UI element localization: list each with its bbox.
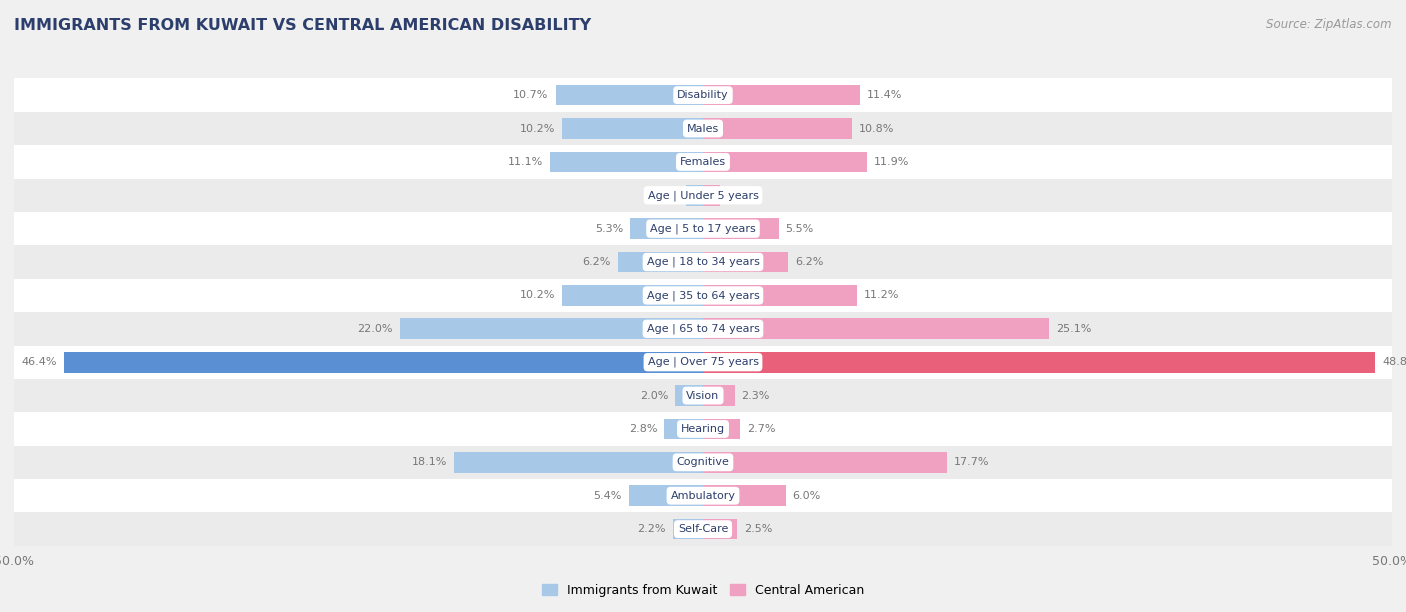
Text: Source: ZipAtlas.com: Source: ZipAtlas.com [1267, 18, 1392, 31]
Bar [675, 385, 703, 406]
Text: Age | 5 to 17 years: Age | 5 to 17 years [650, 223, 756, 234]
Bar [703, 318, 1049, 339]
Bar [617, 252, 703, 272]
Bar [703, 118, 852, 139]
Text: IMMIGRANTS FROM KUWAIT VS CENTRAL AMERICAN DISABILITY: IMMIGRANTS FROM KUWAIT VS CENTRAL AMERIC… [14, 18, 591, 34]
Text: 1.2%: 1.2% [727, 190, 755, 200]
Bar [672, 519, 703, 539]
Bar [14, 412, 1392, 446]
Text: 18.1%: 18.1% [412, 457, 447, 468]
Text: 2.5%: 2.5% [744, 524, 773, 534]
Bar [14, 312, 1392, 346]
Text: 5.5%: 5.5% [786, 223, 814, 234]
Bar [703, 419, 740, 439]
Bar [14, 145, 1392, 179]
Text: Age | 65 to 74 years: Age | 65 to 74 years [647, 324, 759, 334]
Bar [14, 212, 1392, 245]
Text: Females: Females [681, 157, 725, 167]
Bar [14, 245, 1392, 278]
Bar [14, 78, 1392, 112]
Bar [555, 85, 703, 105]
Bar [665, 419, 703, 439]
Text: 5.3%: 5.3% [595, 223, 623, 234]
Text: Self-Care: Self-Care [678, 524, 728, 534]
Text: 48.8%: 48.8% [1382, 357, 1406, 367]
Text: Age | Under 5 years: Age | Under 5 years [648, 190, 758, 201]
Text: 6.2%: 6.2% [796, 257, 824, 267]
Text: Age | 18 to 34 years: Age | 18 to 34 years [647, 257, 759, 267]
Text: Disability: Disability [678, 90, 728, 100]
Text: Ambulatory: Ambulatory [671, 491, 735, 501]
Text: Males: Males [688, 124, 718, 133]
Text: 22.0%: 22.0% [357, 324, 392, 334]
Text: 25.1%: 25.1% [1056, 324, 1091, 334]
Text: 6.2%: 6.2% [582, 257, 610, 267]
Bar [14, 379, 1392, 412]
Text: 6.0%: 6.0% [793, 491, 821, 501]
Bar [14, 112, 1392, 145]
Bar [14, 179, 1392, 212]
Text: 5.4%: 5.4% [593, 491, 621, 501]
Bar [14, 512, 1392, 546]
Text: 17.7%: 17.7% [953, 457, 990, 468]
Text: Cognitive: Cognitive [676, 457, 730, 468]
Text: 11.1%: 11.1% [508, 157, 543, 167]
Bar [703, 218, 779, 239]
Bar [399, 318, 703, 339]
Text: 11.4%: 11.4% [868, 90, 903, 100]
Bar [628, 485, 703, 506]
Bar [703, 85, 860, 105]
Text: 2.0%: 2.0% [640, 390, 669, 401]
Bar [562, 118, 703, 139]
Text: 2.3%: 2.3% [741, 390, 770, 401]
Bar [63, 352, 703, 373]
Text: Age | Over 75 years: Age | Over 75 years [648, 357, 758, 367]
Bar [703, 285, 858, 306]
Bar [703, 152, 868, 172]
Bar [630, 218, 703, 239]
Text: 46.4%: 46.4% [21, 357, 56, 367]
Bar [703, 519, 738, 539]
Text: 2.2%: 2.2% [637, 524, 666, 534]
Bar [562, 285, 703, 306]
Text: 1.2%: 1.2% [651, 190, 679, 200]
Bar [454, 452, 703, 472]
Bar [14, 446, 1392, 479]
Bar [14, 278, 1392, 312]
Bar [703, 352, 1375, 373]
Text: 10.8%: 10.8% [859, 124, 894, 133]
Bar [14, 346, 1392, 379]
Bar [14, 479, 1392, 512]
Bar [703, 185, 720, 206]
Text: 2.8%: 2.8% [628, 424, 658, 434]
Bar [550, 152, 703, 172]
Text: 10.7%: 10.7% [513, 90, 548, 100]
Bar [703, 252, 789, 272]
Bar [703, 385, 735, 406]
Text: 11.9%: 11.9% [875, 157, 910, 167]
Text: Age | 35 to 64 years: Age | 35 to 64 years [647, 290, 759, 300]
Bar [686, 185, 703, 206]
Text: 10.2%: 10.2% [520, 291, 555, 300]
Text: 2.7%: 2.7% [747, 424, 776, 434]
Text: 10.2%: 10.2% [520, 124, 555, 133]
Text: 11.2%: 11.2% [865, 291, 900, 300]
Text: Hearing: Hearing [681, 424, 725, 434]
Bar [703, 485, 786, 506]
Legend: Immigrants from Kuwait, Central American: Immigrants from Kuwait, Central American [537, 579, 869, 602]
Bar [703, 452, 946, 472]
Text: Vision: Vision [686, 390, 720, 401]
